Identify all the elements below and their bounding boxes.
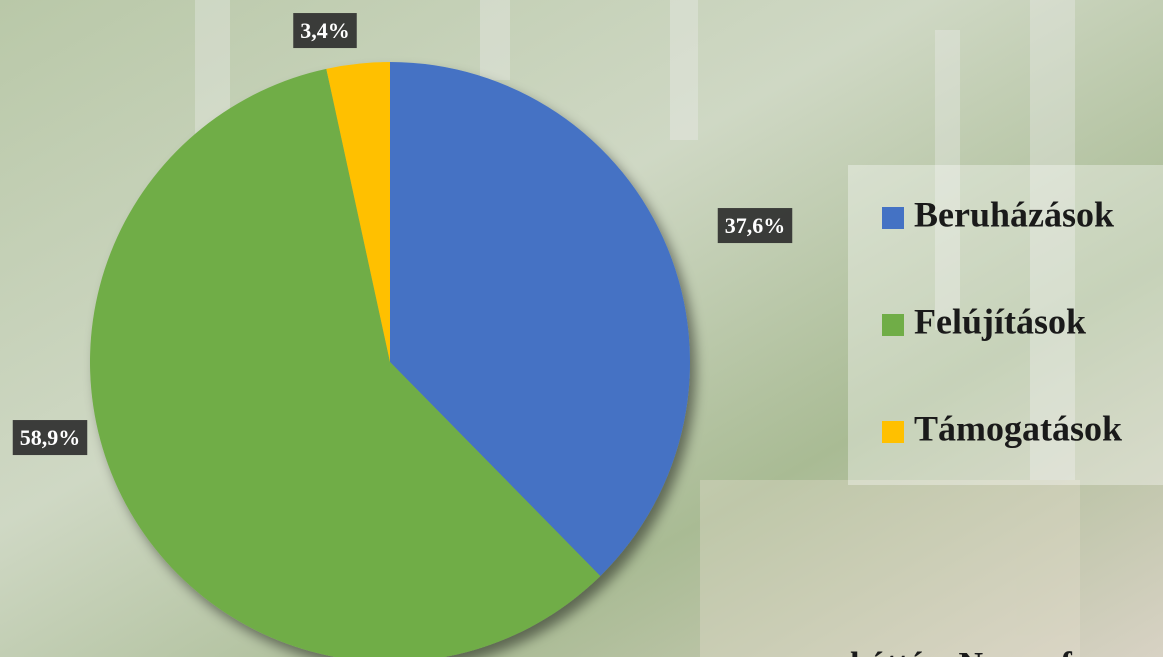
data-label-bg xyxy=(12,420,88,456)
data-label-bg xyxy=(293,13,357,49)
legend-marker xyxy=(882,421,904,443)
legend-label: Felújítások xyxy=(914,301,1086,341)
legend-marker xyxy=(882,207,904,229)
pie-slice xyxy=(90,68,601,657)
data-label-bg xyxy=(717,208,793,244)
data-label: 58,9% xyxy=(20,425,81,450)
pie-slice xyxy=(326,62,390,362)
legend-marker xyxy=(882,314,904,336)
data-label: 37,6% xyxy=(725,213,786,238)
annotation: háttér: Normafa xyxy=(850,646,1089,657)
legend-label: Támogatások xyxy=(914,408,1122,448)
pie xyxy=(90,62,690,657)
pie-slice xyxy=(390,62,690,576)
trees xyxy=(195,0,1080,657)
data-label: 3,4% xyxy=(300,18,350,43)
legend-label: Beruházások xyxy=(914,194,1114,234)
